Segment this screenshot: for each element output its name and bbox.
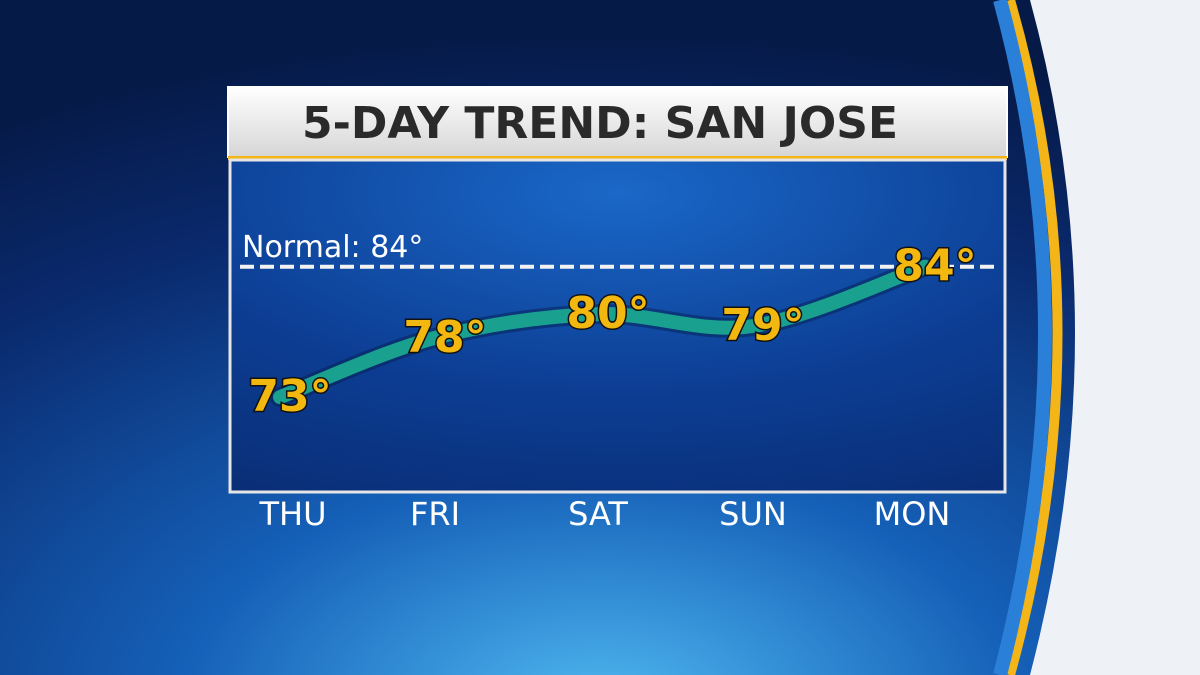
- header-box: [227, 86, 1008, 158]
- header-rule: [228, 156, 1007, 160]
- value-label: 73°: [248, 371, 331, 422]
- value-label: 80°: [566, 288, 649, 339]
- chart-title: 5-DAY TREND: SAN JOSE: [302, 98, 898, 149]
- x-tick-label: THU: [258, 495, 326, 533]
- normal-label: Normal: 84°: [242, 230, 423, 265]
- x-tick-label: FRI: [410, 495, 460, 533]
- value-label: 78°: [403, 312, 486, 363]
- x-tick-label: SAT: [568, 495, 628, 533]
- arc-gold: [1005, 0, 1063, 675]
- arc-blue: [993, 0, 1052, 675]
- value-label: 84°: [893, 241, 976, 292]
- edge: [1030, 0, 1200, 675]
- x-tick-label: MON: [874, 495, 951, 533]
- x-tick-label: SUN: [719, 495, 787, 533]
- plot-area: [228, 158, 1007, 494]
- trend-line: [273, 259, 932, 405]
- value-label: 79°: [721, 300, 804, 351]
